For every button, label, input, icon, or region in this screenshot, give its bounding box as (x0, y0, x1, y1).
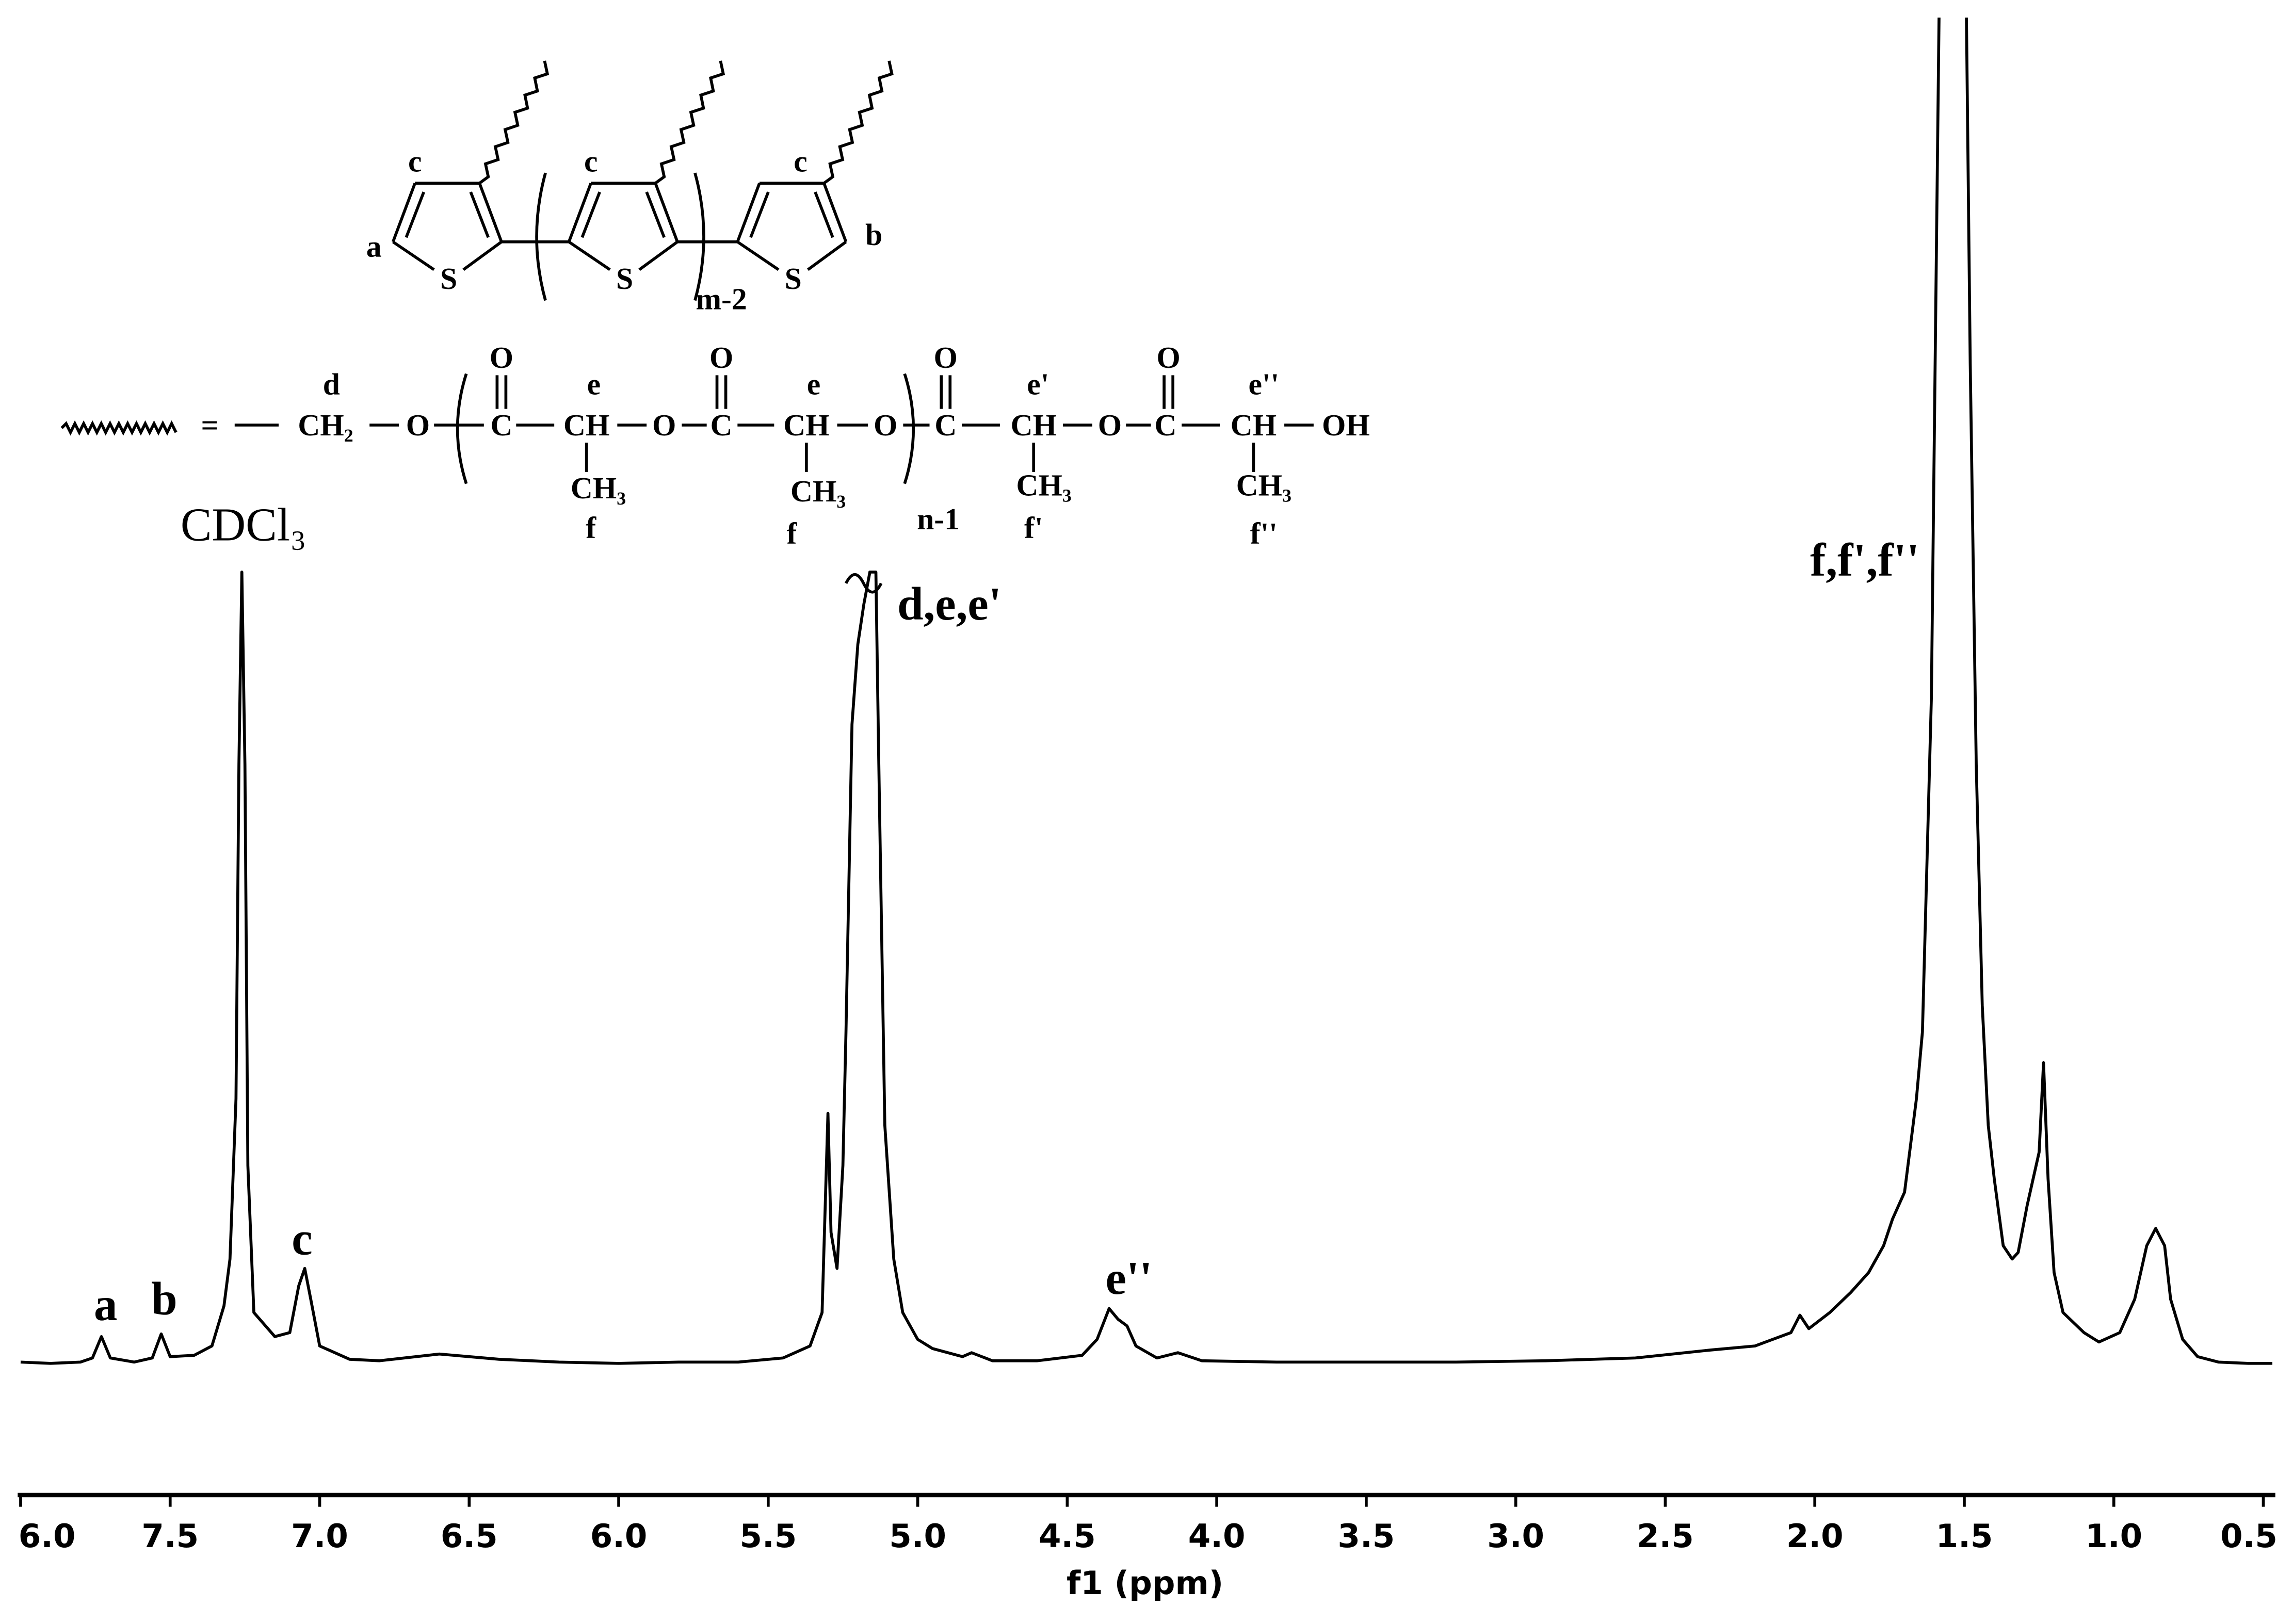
bond (645, 191, 666, 238)
bond (568, 240, 611, 271)
bracket (693, 172, 705, 301)
bond (391, 183, 416, 242)
bond (392, 240, 435, 271)
structure-label: f'' (1250, 516, 1278, 550)
structure-label: S (616, 262, 633, 296)
peak-label: b (151, 1273, 177, 1325)
bond (736, 240, 780, 271)
x-tick-label: 0.5 (2220, 1517, 2278, 1555)
x-tick-label: 1.5 (1936, 1517, 1993, 1555)
x-tick-label: 3.0 (1487, 1517, 1544, 1555)
structure-label: CH₂ (298, 408, 353, 442)
bracket (903, 373, 915, 484)
peak-label: CDCl₃ (181, 499, 306, 551)
structure-label: f' (1024, 511, 1043, 545)
structure-label: C (490, 408, 512, 442)
structure-label: O (934, 340, 958, 375)
bond (749, 191, 770, 238)
structure-label: S (440, 262, 457, 296)
structure-label: n-1 (917, 502, 960, 536)
x-tick-label: 3.5 (1338, 1517, 1395, 1555)
structure-label: e' (1027, 367, 1049, 401)
x-tick-label: 6.0 (590, 1517, 648, 1555)
structure-label: f (586, 511, 596, 545)
structure-label: c (794, 144, 807, 178)
bond (478, 183, 503, 242)
x-tick-label: 5.0 (889, 1517, 946, 1555)
structure-label: c (584, 144, 598, 178)
x-tick-label: 1.0 (2085, 1517, 2142, 1555)
peak-label: f,f',f'' (1810, 534, 1919, 586)
structure-label: OH (1322, 408, 1370, 442)
peak-label: e'' (1105, 1252, 1152, 1304)
structure-label: O (1098, 408, 1122, 442)
bracket (456, 373, 468, 484)
bond (405, 191, 425, 238)
structure-label: e (587, 367, 601, 401)
structure-label: C (710, 408, 733, 442)
peak-label: a (94, 1278, 117, 1330)
structure-label: CH₃ (790, 474, 846, 508)
structure-label: d (323, 367, 340, 401)
structure-label: O (652, 408, 676, 442)
bond (736, 183, 761, 242)
structure-label: C (1154, 408, 1176, 442)
structure-label: e (807, 367, 820, 401)
x-tick-label: 4.0 (1188, 1517, 1246, 1555)
structure-label: O (709, 340, 733, 375)
x-tick-label: 7.0 (291, 1517, 348, 1555)
bond (462, 240, 503, 271)
spectrum-line (20, 18, 2273, 1365)
structure-label: a (366, 229, 382, 263)
x-tick-label: 7.5 (141, 1517, 199, 1555)
structure-label: e'' (1248, 367, 1279, 401)
bond (469, 191, 490, 238)
bond (654, 183, 679, 242)
x-axis-label: f1 (ppm) (1067, 1564, 1223, 1602)
x-tick-label: 5.5 (739, 1517, 797, 1555)
structure-label: f (787, 516, 798, 550)
bond (822, 183, 848, 242)
structure-label: CH₃ (1236, 468, 1291, 502)
bracket (535, 172, 547, 301)
peak-label: d,e,e' (897, 578, 1002, 630)
structure-label: CH (563, 408, 609, 442)
side-chain (478, 60, 550, 185)
structure-label: CH₃ (571, 471, 626, 505)
side-chain (823, 60, 894, 185)
bond (567, 183, 592, 242)
bond (814, 191, 834, 238)
structure-label: O (406, 408, 430, 442)
structure-label: O (874, 408, 897, 442)
wavy (60, 420, 177, 436)
structure-label: O (490, 340, 513, 375)
bond (807, 240, 847, 271)
structure-label: b (865, 218, 882, 252)
structure-label: CH₃ (1016, 468, 1071, 502)
structure-label: CH (1231, 408, 1277, 442)
side-chain (654, 60, 725, 185)
peak-label: c (292, 1212, 312, 1264)
structure-label: m-2 (696, 282, 747, 316)
x-tick-label: 6.5 (441, 1517, 498, 1555)
x-tick-label: 2.0 (1786, 1517, 1844, 1555)
structure-label: O (1156, 340, 1180, 375)
x-tick-label: 2.5 (1637, 1517, 1694, 1555)
structure-label: S (785, 262, 802, 296)
bond (580, 191, 601, 238)
bond (638, 240, 679, 271)
structure-label: CH (783, 408, 829, 442)
x-tick-label: 6.0 (19, 1517, 76, 1555)
structure-label: c (408, 144, 422, 178)
structure-label: CH (1010, 408, 1056, 442)
x-tick-label: 4.5 (1039, 1517, 1096, 1555)
structure-label: = (201, 408, 219, 442)
structure-label: C (934, 408, 957, 442)
